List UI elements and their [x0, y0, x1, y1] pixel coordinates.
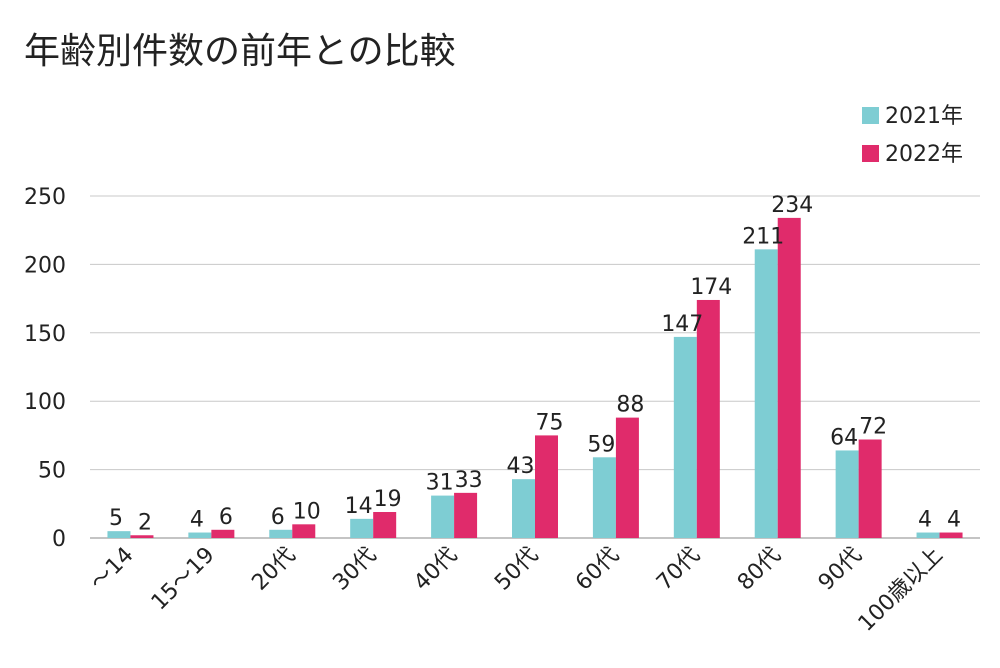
bar-series-2 [615, 417, 639, 538]
x-tick-label: 20代 [247, 543, 300, 596]
x-tick-label: 50代 [490, 543, 543, 596]
bar-series-2 [535, 435, 558, 538]
y-tick-label: 0 [52, 527, 66, 552]
data-label: 64 [830, 425, 858, 450]
legend-label: 2022年 [885, 142, 963, 167]
bar-series-2 [939, 532, 963, 538]
data-label: 4 [947, 508, 961, 533]
data-label: 72 [859, 415, 887, 440]
bar-series-1 [269, 529, 293, 538]
data-label: 6 [271, 505, 285, 530]
chart-title: 年齢別件数の前年との比較 [24, 31, 456, 72]
bar-series-2 [373, 512, 397, 538]
data-label: 31 [426, 471, 454, 496]
bar-series-1 [350, 518, 374, 538]
data-label: 59 [587, 432, 615, 457]
bar-series-1 [916, 532, 940, 538]
bar-series-1 [107, 531, 131, 538]
y-tick-label: 150 [24, 322, 66, 347]
data-label: 43 [507, 454, 535, 479]
data-label: 88 [616, 393, 644, 418]
data-label: 10 [293, 499, 321, 524]
y-tick-label: 100 [24, 390, 66, 415]
data-label: 2 [138, 510, 152, 535]
bar-series-1 [188, 532, 212, 538]
y-tick-label: 200 [24, 253, 66, 278]
x-tick-label: 60代 [571, 543, 624, 596]
bar-series-1 [673, 336, 697, 538]
x-tick-label: 100歳以上 [854, 543, 948, 637]
x-tick-label: 40代 [409, 543, 462, 596]
bar-series-2 [858, 439, 882, 538]
x-tick-label: 90代 [814, 543, 867, 596]
legend-swatch [862, 107, 879, 124]
legend-label: 2021年 [885, 104, 963, 129]
data-label: 33 [455, 468, 483, 493]
data-label: 19 [374, 487, 402, 512]
y-axis: 0 50 100 150 200 250 [24, 185, 66, 552]
data-label: 14 [345, 494, 373, 519]
legend-swatch [862, 145, 879, 162]
y-tick-label: 250 [24, 185, 66, 210]
data-label: 4 [918, 508, 932, 533]
x-tick-label: 80代 [733, 543, 786, 596]
data-label: 6 [219, 505, 233, 530]
bar-series-2 [211, 529, 235, 538]
bar-series-2 [292, 524, 316, 538]
bar-series-1 [431, 495, 455, 538]
data-label: 211 [742, 224, 784, 249]
x-tick-label: 30代 [328, 543, 381, 596]
bar-series-1 [835, 450, 859, 538]
x-tick-label: 15～19 [147, 543, 220, 616]
x-tick-label: 70代 [652, 543, 705, 596]
data-label: 174 [690, 275, 732, 300]
bars [107, 217, 963, 539]
bar-series-1 [512, 479, 535, 538]
data-label: 4 [190, 508, 204, 533]
x-tick-label: ～14 [86, 543, 139, 596]
bar-series-2 [454, 492, 478, 538]
data-label: 75 [536, 410, 564, 435]
bar-series-1 [754, 249, 778, 539]
bar-series-2 [777, 217, 801, 538]
y-tick-label: 50 [38, 459, 66, 484]
bar-series-1 [592, 457, 616, 538]
data-label: 234 [771, 193, 813, 218]
legend: 2021年 2022年 [862, 104, 963, 167]
bar-series-2 [696, 299, 720, 538]
bar-series-2 [130, 535, 154, 538]
data-label: 5 [109, 506, 123, 531]
data-label: 147 [661, 312, 703, 337]
